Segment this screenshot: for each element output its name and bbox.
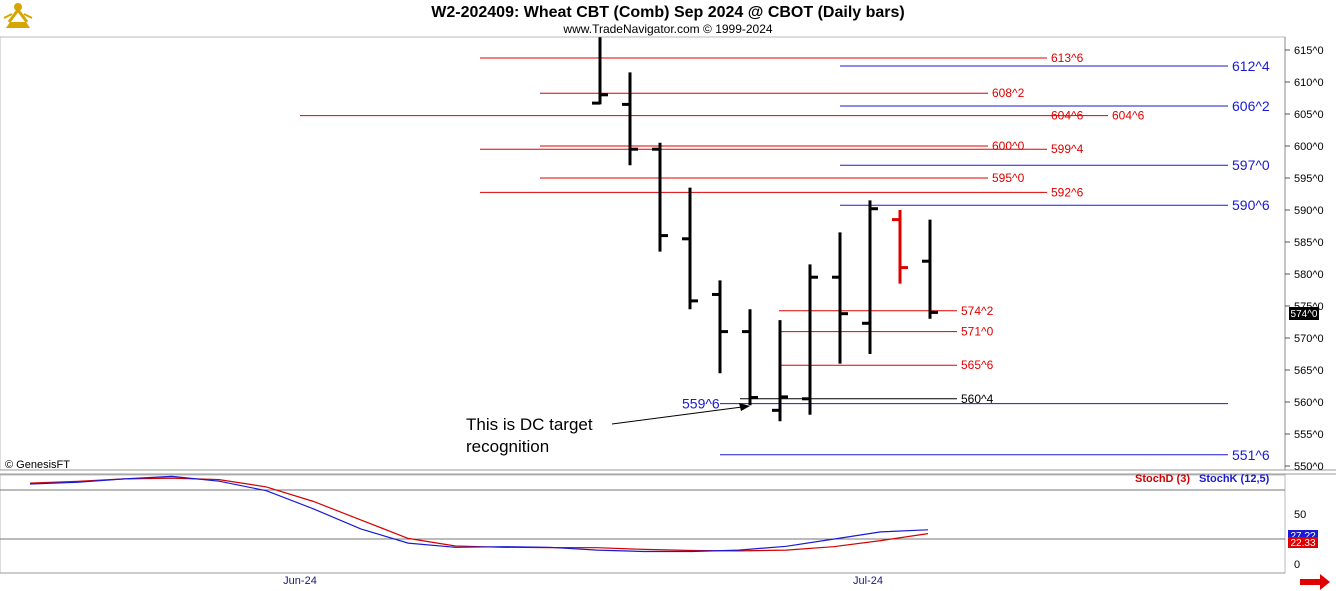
blue-level-label: 590^6 (1232, 197, 1270, 213)
red-level-label: 571^0 (961, 325, 994, 339)
red-level-label: 608^2 (992, 86, 1025, 100)
price-tick-label: 585^0 (1294, 237, 1324, 249)
red-level-label: 600^0 (992, 139, 1025, 153)
stoch-d-value: 22.33 (1290, 538, 1315, 549)
stoch-lines (29, 475, 929, 553)
annotation-arrow-icon (611, 403, 750, 425)
red-level-label: 599^4 (1051, 142, 1084, 156)
price-tick-label: 605^0 (1294, 109, 1324, 121)
price-axis-ticks: 615^0 610^0 605^0 600^0 595^0 590^0 585^0 580^0… (1285, 45, 1324, 473)
price-tick-label: 565^0 (1294, 365, 1324, 377)
price-tick-label: 610^0 (1294, 77, 1324, 89)
legend-stoch-k: StochK (12,5) (1199, 473, 1270, 485)
red-level-label: 604^6 (1112, 109, 1145, 123)
price-tick-label: 595^0 (1294, 173, 1324, 185)
chart-subtitle: www.TradeNavigator.com © 1999-2024 (562, 22, 772, 36)
stoch-k-value: 27.?? (1290, 531, 1315, 542)
blue-level-label: 612^4 (1232, 58, 1270, 74)
black-level-label: 560^4 (961, 392, 994, 406)
red-level-label: 613^6 (1051, 51, 1084, 65)
blue-level-label: 606^2 (1232, 98, 1270, 114)
x-tick-jun: Jun-24 (283, 575, 317, 587)
blue-level-label: 559^6 (682, 396, 720, 412)
stoch-tick-50: 50 (1294, 509, 1306, 521)
stoch-d-badge (1288, 537, 1318, 548)
price-bars (592, 37, 938, 422)
price-tick-label: 600^0 (1294, 141, 1324, 153)
stoch-d-line (29, 477, 929, 552)
price-panel-frame (0, 36, 1286, 471)
annotation-line-1: This is DC target (466, 415, 593, 434)
annotation-line-2: recognition (466, 437, 549, 456)
price-tick-label: 615^0 (1294, 45, 1324, 57)
red-level-label: 595^0 (992, 171, 1025, 185)
price-tick-label: 555^0 (1294, 429, 1324, 441)
scroll-right-arrow-icon[interactable] (1300, 574, 1330, 590)
price-tick-label: 590^0 (1294, 205, 1324, 217)
last-price-label: 574^0 (1291, 309, 1318, 320)
legend-stoch-d: StochD (3) (1135, 473, 1190, 485)
red-level-label: 565^6 (961, 358, 994, 372)
stoch-k-badge (1288, 530, 1318, 540)
red-level-label: 574^2 (961, 304, 994, 318)
stoch-k-line (29, 475, 929, 553)
price-tick-label: 560^0 (1294, 397, 1324, 409)
price-tick-label: 550^0 (1294, 461, 1324, 473)
last-price-badge (1289, 307, 1319, 320)
stoch-tick-0: 0 (1294, 559, 1300, 571)
chart-title: W2-202409: Wheat CBT (Comb) Sep 2024 @ C… (431, 4, 904, 21)
app-logo-icon (3, 3, 33, 28)
price-tick-label: 570^0 (1294, 333, 1324, 345)
red-level-label: 592^6 (1051, 185, 1084, 199)
watermark: © GenesisFT (5, 459, 70, 471)
price-tick-label: 580^0 (1294, 269, 1324, 281)
blue-level-label: 597^0 (1232, 157, 1270, 173)
x-tick-jul: Jul-24 (853, 575, 883, 587)
blue-level-label: 551^6 (1232, 447, 1270, 463)
